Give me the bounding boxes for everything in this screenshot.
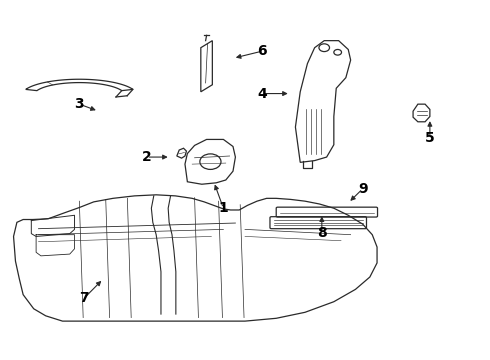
Text: 3: 3 [74, 97, 84, 111]
Text: 7: 7 [79, 291, 89, 305]
Text: 9: 9 [358, 182, 368, 196]
Text: 1: 1 [219, 201, 228, 215]
Text: 4: 4 [257, 86, 267, 100]
Text: 6: 6 [257, 44, 267, 58]
Text: 5: 5 [425, 131, 435, 145]
Text: 8: 8 [317, 226, 327, 240]
Text: 2: 2 [142, 150, 151, 164]
